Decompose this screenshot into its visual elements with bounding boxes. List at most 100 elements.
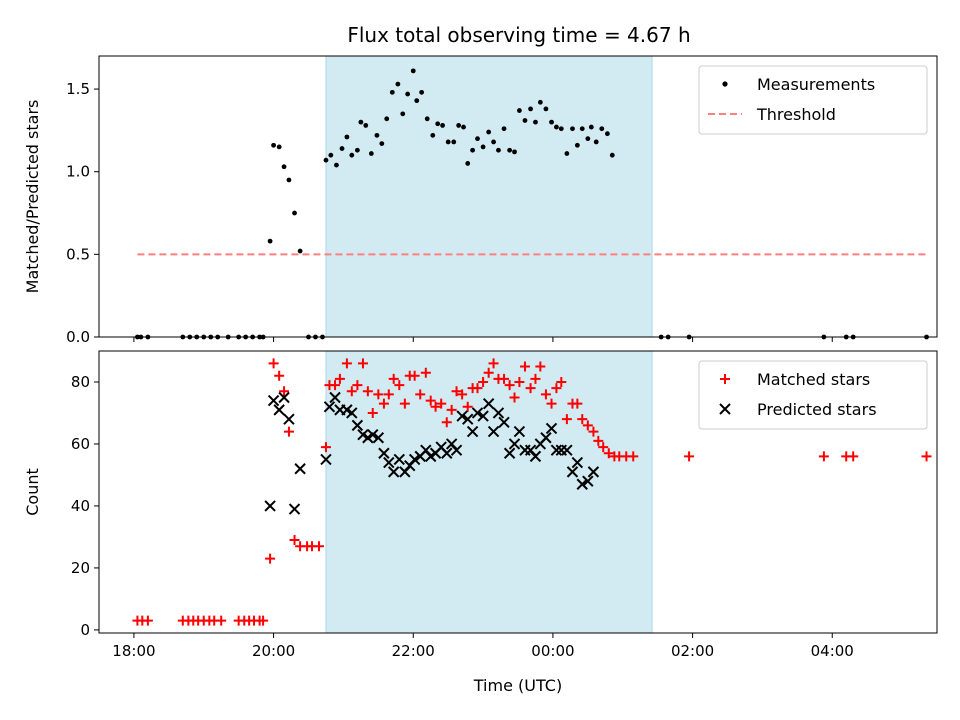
predicted-star-point xyxy=(482,397,495,410)
bottom-x-ticks: 18:00 20:00 22:00 00:00 02:00 04:00 xyxy=(112,633,854,660)
measurement-point xyxy=(414,98,420,104)
matched-star-point xyxy=(373,389,384,400)
measurement-point xyxy=(292,210,297,216)
matched-star-point xyxy=(921,451,932,462)
matched-star-point xyxy=(289,535,300,546)
matched-star-point xyxy=(457,389,468,400)
measurement-point xyxy=(599,126,605,132)
measurement-point xyxy=(465,161,471,166)
predicted-star-point xyxy=(288,503,301,515)
matched-star-point xyxy=(268,358,279,369)
matched-star-point xyxy=(446,404,457,415)
measurement-point xyxy=(496,147,501,153)
predicted-star-point xyxy=(346,407,358,419)
matched-star-point xyxy=(472,383,483,394)
measurement-point xyxy=(297,248,303,254)
matched-star-point xyxy=(334,373,345,384)
matched-star-point xyxy=(514,376,525,387)
measurement-point xyxy=(593,139,599,145)
legend-matched-marker xyxy=(720,374,730,384)
predicted-star-point xyxy=(351,419,364,432)
matched-star-point xyxy=(425,395,436,406)
predicted-star-point xyxy=(408,453,421,466)
x-tick-label: 04:00 xyxy=(811,642,854,660)
matched-star-point xyxy=(436,398,447,409)
predicted-star-point xyxy=(372,432,385,444)
measurement-point xyxy=(368,151,374,156)
measurement-point xyxy=(267,238,273,244)
measurement-point xyxy=(451,139,457,145)
matched-star-point xyxy=(551,383,562,394)
measurement-point xyxy=(276,144,282,150)
matched-star-point xyxy=(478,376,489,387)
matched-star-point xyxy=(577,414,588,425)
measurement-point xyxy=(533,119,538,125)
predicted-star-point xyxy=(278,391,290,404)
predicted-star-point xyxy=(477,410,489,422)
predicted-star-point xyxy=(571,456,584,469)
measurement-point xyxy=(379,141,385,147)
figure-title: Flux total observing time = 4.67 h xyxy=(347,23,690,47)
measurement-point xyxy=(456,123,462,128)
measurement-point xyxy=(528,106,533,112)
predicted-star-point xyxy=(462,413,474,425)
measurement-point xyxy=(286,177,292,183)
y-tick-label: 60 xyxy=(71,435,90,453)
measurement-point xyxy=(410,68,416,74)
matched-star-point xyxy=(330,380,341,391)
predicted-star-point xyxy=(513,425,526,438)
measurement-point xyxy=(554,124,559,130)
predicted-star-point xyxy=(383,456,395,469)
matched-star-point xyxy=(848,451,859,462)
top-data-marks xyxy=(135,68,929,340)
matched-star-point xyxy=(598,442,609,453)
x-tick-label: 02:00 xyxy=(671,642,714,660)
measurement-point xyxy=(395,81,401,87)
measurement-point xyxy=(384,116,390,122)
measurement-point xyxy=(579,126,585,132)
matched-star-point xyxy=(378,398,389,409)
measurement-point xyxy=(419,89,425,95)
y-tick-label: 80 xyxy=(71,373,90,391)
matched-star-point xyxy=(684,451,695,462)
matched-star-point xyxy=(409,370,420,381)
measurement-point xyxy=(549,119,554,125)
predicted-star-point xyxy=(456,410,468,422)
legend-box xyxy=(698,65,928,135)
measurement-point xyxy=(516,108,522,113)
matched-star-point xyxy=(818,451,829,462)
legend-box xyxy=(698,360,928,430)
measurement-point xyxy=(480,144,486,150)
measurement-point xyxy=(334,162,339,168)
top-x-ticks xyxy=(133,337,833,342)
matched-star-point xyxy=(519,361,530,372)
measurement-point xyxy=(512,149,517,155)
legend-label: Matched stars xyxy=(757,370,870,389)
matched-star-point xyxy=(483,367,494,378)
predicted-star-point xyxy=(441,447,453,459)
predicted-star-point xyxy=(582,475,594,487)
predicted-star-point xyxy=(378,447,390,459)
y-tick-label: 20 xyxy=(71,559,90,577)
matched-star-point xyxy=(561,414,572,425)
x-axis-label: Time (UTC) xyxy=(473,676,562,695)
matched-star-point xyxy=(540,389,551,400)
measurement-point xyxy=(430,132,436,138)
matched-star-point xyxy=(283,426,294,437)
measurement-point xyxy=(507,147,513,153)
predicted-star-point xyxy=(393,453,405,466)
predicted-star-point xyxy=(561,444,573,456)
predicted-star-point xyxy=(267,394,280,407)
matched-star-point xyxy=(430,401,441,412)
predicted-star-point xyxy=(498,416,510,428)
matched-star-point xyxy=(313,541,324,552)
top-axes-frame xyxy=(98,55,938,338)
top-panel: 0.0 0.5 1.0 1.5 Matched/Predicted stars Mea… xyxy=(23,55,938,346)
measurement-point xyxy=(588,124,594,130)
measurement-point xyxy=(424,116,430,122)
predicted-star-point xyxy=(471,407,484,419)
matched-star-point xyxy=(383,389,394,400)
predicted-star-point xyxy=(283,413,295,425)
matched-star-point xyxy=(525,383,536,394)
